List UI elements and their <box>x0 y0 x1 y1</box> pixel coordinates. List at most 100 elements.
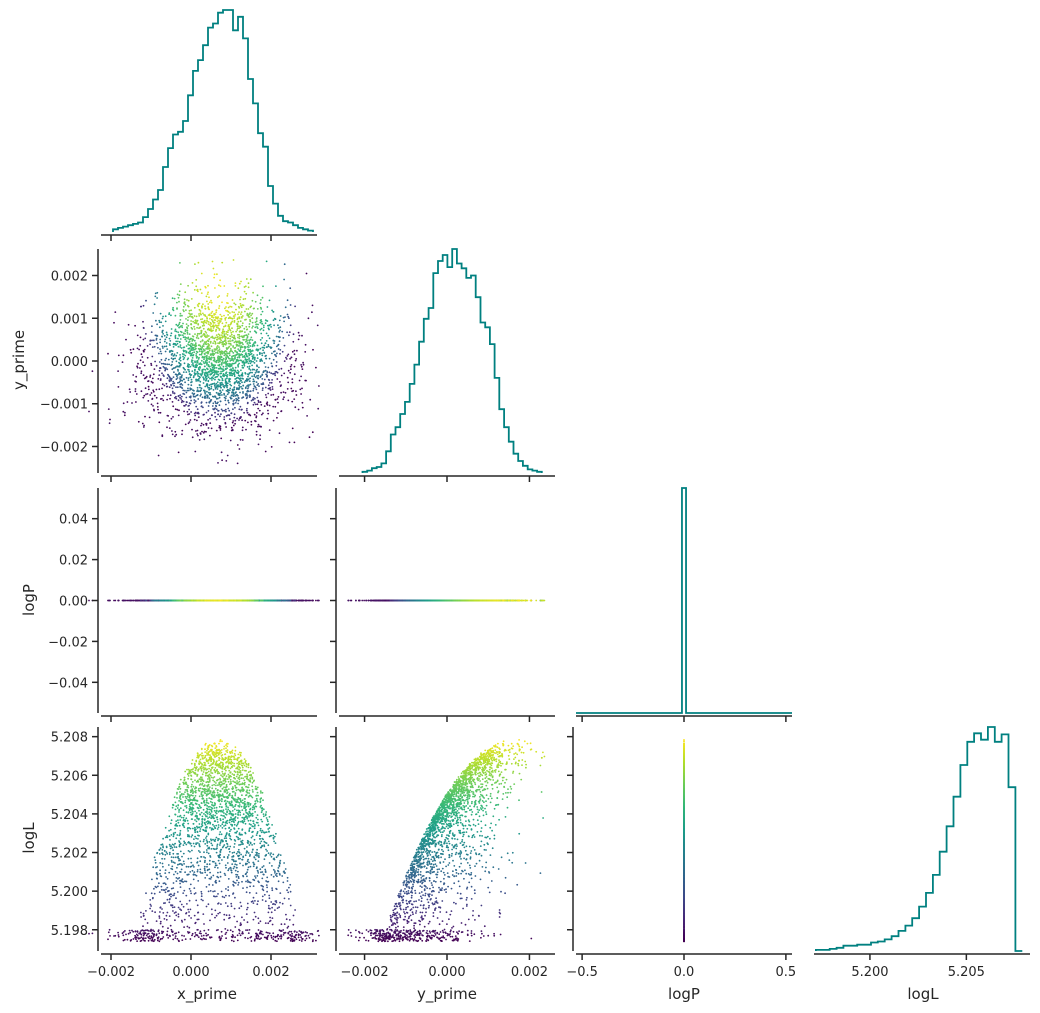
scatter-point <box>179 378 181 380</box>
scatter-point <box>248 380 251 383</box>
scatter-point <box>243 364 246 367</box>
scatter-point <box>198 384 201 386</box>
scatter-point <box>221 322 224 325</box>
scatter-point <box>255 412 258 414</box>
scatter-point <box>196 433 199 435</box>
scatter-point <box>209 434 211 437</box>
scatter-point <box>230 412 233 415</box>
scatter-point <box>207 391 210 394</box>
scatter-point <box>217 364 220 367</box>
scatter-point <box>248 365 251 368</box>
scatter-point <box>196 288 199 291</box>
scatter-point <box>179 396 181 399</box>
scatter-point <box>235 397 238 400</box>
scatter-point <box>161 335 163 338</box>
scatter-point <box>227 314 230 316</box>
scatter-point <box>271 388 274 390</box>
scatter-point <box>190 411 193 413</box>
scatter-point <box>159 378 162 380</box>
scatter-point <box>194 372 197 375</box>
scatter-point <box>208 356 211 358</box>
scatter-point <box>241 426 244 429</box>
scatter-point <box>212 374 215 377</box>
scatter-point <box>224 379 227 382</box>
scatter-point <box>188 421 191 423</box>
scatter-point <box>251 321 254 324</box>
scatter-point <box>170 349 173 352</box>
scatter-point <box>220 437 223 440</box>
scatter-point <box>158 326 161 329</box>
scatter-point <box>251 375 254 378</box>
scatter-point <box>155 339 158 341</box>
scatter-point <box>195 285 198 288</box>
scatter-point <box>184 381 187 384</box>
scatter-point <box>261 599 264 602</box>
scatter-point <box>153 368 156 370</box>
scatter-point <box>175 340 178 343</box>
scatter-point <box>200 292 203 294</box>
scatter-point <box>219 389 222 392</box>
scatter-point <box>195 405 198 408</box>
scatter-point <box>190 323 192 326</box>
scatter-point <box>185 396 188 399</box>
scatter-point <box>264 322 267 325</box>
scatter-point <box>179 338 182 340</box>
scatter-point <box>229 369 231 371</box>
scatter-point <box>218 284 220 287</box>
scatter-point <box>259 401 262 403</box>
scatter-point <box>301 368 304 370</box>
scatter-point <box>265 346 268 348</box>
scatter-point <box>248 367 251 370</box>
scatter-point <box>161 387 163 390</box>
scatter-point <box>153 394 156 397</box>
scatter-point <box>255 430 258 433</box>
scatter-point <box>270 381 273 384</box>
scatter-point <box>188 369 190 371</box>
scatter-point <box>203 389 205 392</box>
scatter-point <box>255 370 258 372</box>
scatter-point <box>212 324 215 327</box>
scatter-point <box>220 413 222 416</box>
scatter-point <box>214 378 216 381</box>
scatter-point <box>190 361 193 363</box>
scatter-point <box>205 411 208 414</box>
scatter-point <box>191 428 193 431</box>
scatter-point <box>185 403 187 406</box>
scatter-point <box>252 291 255 294</box>
scatter-point <box>274 374 277 377</box>
scatter-point <box>267 412 270 415</box>
scatter-point <box>196 359 199 362</box>
scatter-point <box>188 370 191 373</box>
scatter-point <box>241 350 244 353</box>
scatter-point <box>210 427 213 430</box>
scatter-point <box>185 345 188 347</box>
scatter-point <box>210 326 212 328</box>
scatter-point <box>228 362 231 365</box>
scatter-point <box>210 299 212 302</box>
scatter-point <box>223 409 226 412</box>
scatter-point <box>214 415 217 418</box>
scatter-point <box>223 418 226 421</box>
scatter-point <box>294 406 297 409</box>
scatter-point <box>256 326 258 328</box>
scatter-point <box>249 390 252 393</box>
scatter-point <box>231 367 234 369</box>
scatter-point <box>305 272 308 275</box>
scatter-point <box>252 403 255 406</box>
scatter-point <box>234 285 237 287</box>
scatter-point <box>204 385 207 388</box>
scatter-point <box>193 339 196 342</box>
scatter-point <box>179 394 182 396</box>
scatter-point <box>181 429 184 432</box>
scatter-point <box>250 399 253 402</box>
scatter-point <box>198 350 201 353</box>
scatter-point <box>179 344 182 346</box>
scatter-point <box>246 407 248 410</box>
scatter-point <box>260 413 263 416</box>
scatter-point <box>251 312 254 315</box>
scatter-point <box>212 402 215 405</box>
scatter-point <box>199 326 202 328</box>
scatter-point <box>199 394 202 397</box>
scatter-point <box>208 384 211 386</box>
scatter-point <box>158 321 161 324</box>
